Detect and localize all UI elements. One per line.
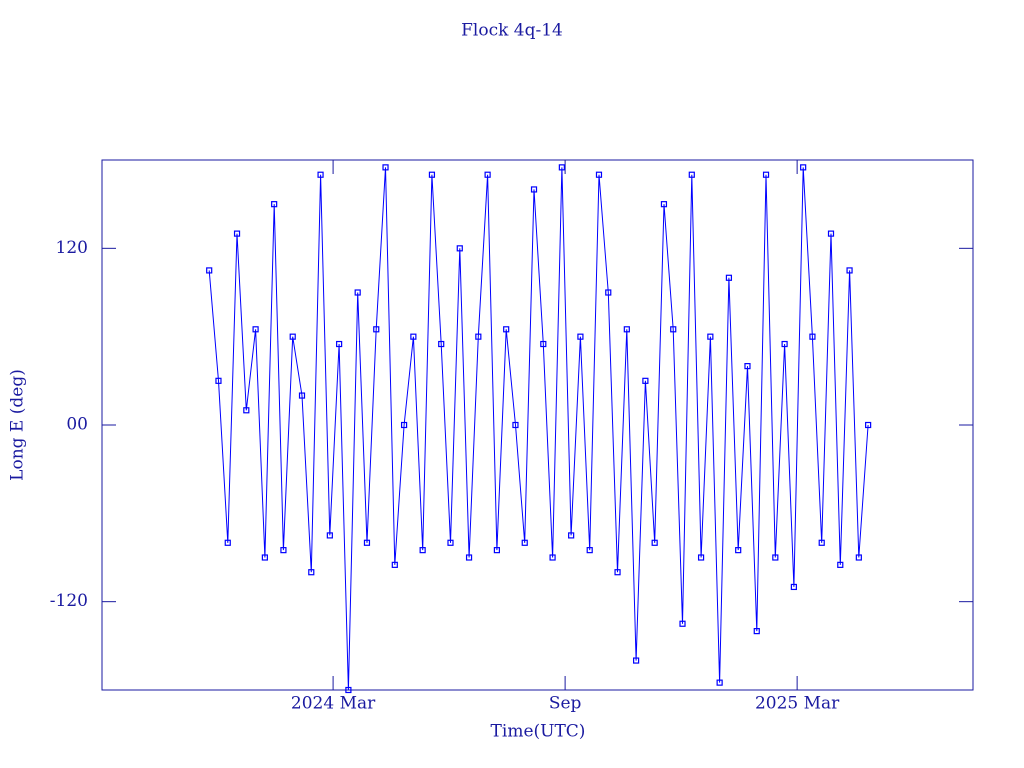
y-tick-label: -120	[50, 591, 88, 611]
point-marker	[568, 532, 575, 539]
chart-title: Flock 4q-14	[461, 21, 563, 41]
point-marker	[503, 326, 510, 333]
point-marker	[716, 679, 723, 686]
point-marker	[373, 326, 380, 333]
point-marker	[725, 274, 733, 281]
point-marker	[753, 628, 760, 635]
point-marker	[317, 171, 324, 178]
point-marker	[215, 377, 222, 384]
point-marker	[475, 333, 482, 340]
point-marker	[809, 333, 816, 340]
x-tick-label: Sep	[549, 694, 582, 714]
point-marker	[605, 289, 612, 296]
point-marker	[865, 421, 872, 429]
point-marker	[762, 171, 770, 178]
point-marker	[614, 569, 621, 576]
point-marker	[280, 547, 287, 554]
point-marker	[549, 554, 556, 561]
point-marker	[660, 201, 668, 208]
point-marker	[382, 164, 389, 171]
point-marker	[243, 407, 250, 414]
point-marker	[790, 583, 797, 591]
point-marker	[438, 340, 445, 348]
point-marker	[642, 377, 649, 384]
point-marker	[484, 171, 491, 178]
point-marker	[363, 539, 371, 546]
point-marker	[679, 620, 686, 627]
point-marker	[447, 539, 454, 546]
point-marker	[206, 267, 213, 274]
point-marker	[521, 539, 528, 546]
point-marker	[623, 326, 630, 333]
point-marker	[410, 333, 417, 340]
x-tick-label: 2025 Mar	[755, 694, 840, 714]
point-marker	[336, 340, 343, 348]
point-marker	[512, 421, 519, 429]
point-marker	[818, 539, 825, 546]
point-marker	[735, 547, 742, 554]
point-marker	[586, 547, 593, 554]
point-marker	[428, 171, 436, 178]
point-marker	[781, 340, 788, 348]
point-marker	[744, 363, 751, 370]
point-marker	[846, 267, 853, 274]
y-tick-label: 00	[66, 415, 88, 435]
point-marker	[271, 201, 278, 208]
point-marker	[224, 539, 231, 546]
x-tick-label: 2024 Mar	[291, 694, 376, 714]
point-marker	[326, 532, 333, 539]
point-marker	[540, 340, 547, 348]
point-marker	[391, 561, 398, 568]
point-marker	[558, 164, 565, 171]
point-marker	[800, 164, 807, 171]
point-marker	[252, 326, 259, 333]
point-marker	[577, 333, 584, 340]
point-marker	[289, 333, 296, 340]
point-marker	[855, 554, 862, 561]
point-marker	[456, 245, 463, 252]
point-marker	[827, 230, 835, 237]
point-marker	[493, 547, 500, 554]
point-marker	[233, 230, 241, 237]
point-marker	[400, 421, 408, 429]
point-marker	[261, 554, 268, 561]
point-marker	[670, 326, 677, 333]
point-marker	[530, 186, 538, 193]
point-marker	[697, 554, 705, 561]
point-marker	[707, 333, 714, 340]
point-marker	[837, 561, 844, 568]
point-marker	[419, 547, 426, 554]
y-tick-label: 120	[56, 238, 88, 258]
point-marker	[651, 539, 658, 546]
y-axis-label: Long E (deg)	[8, 369, 28, 481]
point-marker	[688, 171, 695, 178]
point-marker	[465, 554, 473, 561]
x-axis-label: Time(UTC)	[491, 722, 586, 742]
point-marker	[308, 569, 315, 576]
point-marker	[354, 289, 361, 296]
point-marker	[595, 171, 603, 178]
point-marker	[298, 392, 306, 399]
point-marker	[772, 554, 779, 561]
point-marker	[345, 686, 352, 694]
point-marker	[633, 657, 640, 664]
series-line	[208, 167, 869, 691]
